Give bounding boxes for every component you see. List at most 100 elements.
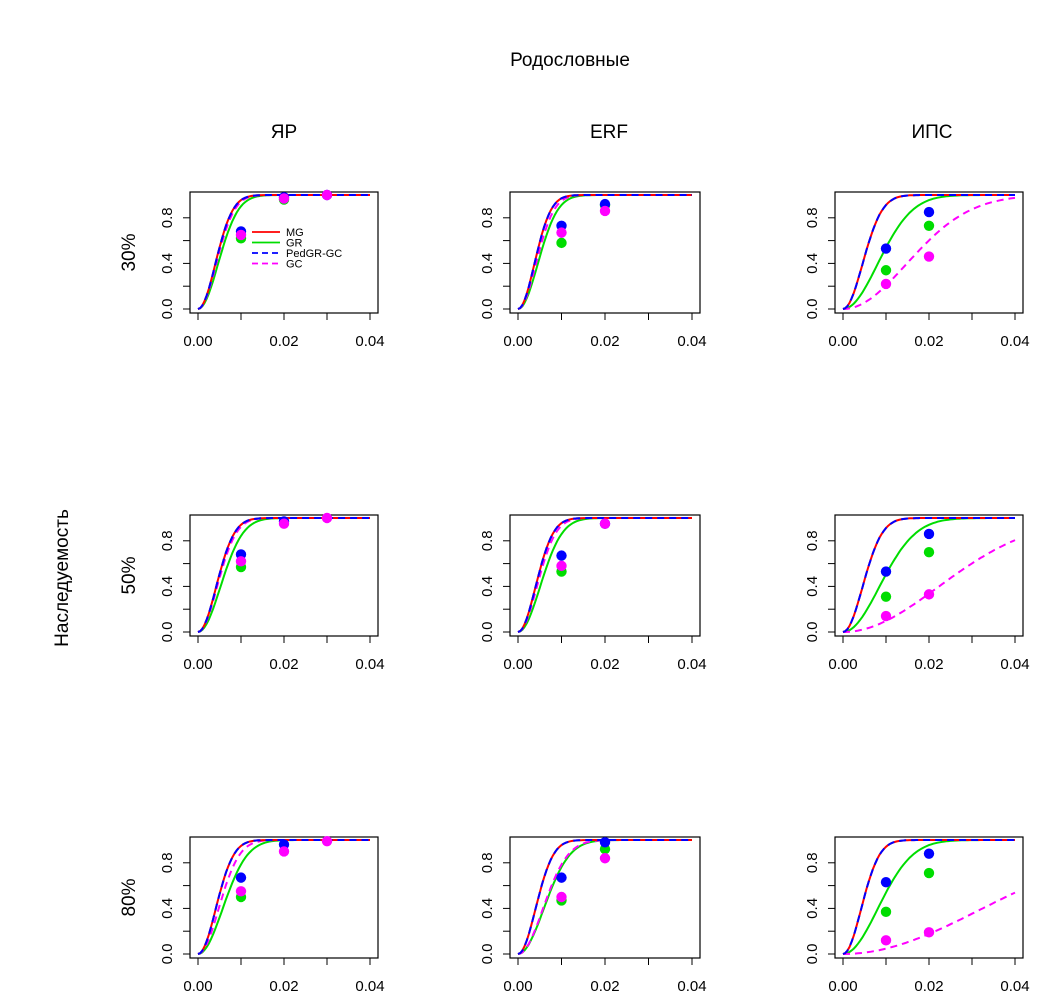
column-title-2: ИПС (911, 122, 952, 143)
panel-0-1: 0.00 0.02 0.04 0.0 0.4 0.8 (479, 191, 707, 350)
series-line-gr (197, 194, 370, 310)
legend-label: MG (286, 227, 304, 239)
data-point-gc (556, 560, 567, 572)
series-line-pedgr-gc (197, 839, 370, 955)
data-point-pedgr-gc (556, 872, 567, 883)
data-point-pedgr-gc (599, 837, 611, 848)
y-tick-label: 0.8 (479, 852, 496, 873)
data-point-gc (235, 886, 247, 897)
legend-label: GC (286, 259, 303, 271)
x-tick-label: 0.02 (269, 333, 298, 350)
y-tick-label: 0.8 (159, 852, 176, 873)
y-tick-label: 0.0 (804, 622, 821, 643)
data-point-pedgr-gc (923, 206, 935, 218)
data-point-gc (278, 518, 290, 529)
y-tick-label: 0.4 (159, 898, 176, 919)
y-tick-label: 0.0 (159, 622, 176, 643)
data-point-gc (278, 193, 290, 204)
panel-2-2: 0.00 0.02 0.04 0.0 0.4 0.8 (804, 836, 1030, 995)
x-tick-label: 0.00 (828, 656, 857, 673)
data-point-gc (599, 853, 611, 864)
data-point-pedgr-gc (880, 566, 892, 577)
y-tick-label: 0.0 (804, 299, 821, 320)
x-tick-label: 0.00 (503, 656, 532, 673)
x-tick-label: 0.04 (1000, 333, 1029, 350)
data-point-gc (556, 227, 567, 238)
series-line-gr (197, 517, 370, 633)
y-tick-label: 0.8 (479, 207, 496, 228)
series-line-gr (197, 839, 370, 955)
x-tick-label: 0.02 (914, 978, 943, 995)
x-tick-label: 0.04 (677, 978, 706, 995)
row-title: 30% (119, 233, 140, 271)
x-tick-label: 0.00 (503, 333, 532, 350)
x-tick-label: 0.00 (183, 333, 212, 350)
series-line-mg (197, 839, 370, 955)
y-tick-label: 0.0 (479, 622, 496, 643)
data-point-gc (599, 518, 611, 529)
column-title-1: ERF (590, 122, 628, 143)
series-line-gc (842, 196, 1016, 310)
row-title: 80% (119, 878, 140, 916)
series-line-pedgr-gc (517, 839, 692, 955)
series-line-pedgr-gc (517, 517, 692, 633)
figure-title: Родословные (510, 50, 630, 71)
panel-1-0: 0.00 0.02 0.04 0.0 0.4 0.8 50% (119, 512, 385, 673)
x-tick-label: 0.02 (269, 978, 298, 995)
x-tick-label: 0.04 (355, 333, 384, 350)
series-line-gc (843, 539, 1016, 633)
data-point-gc (278, 846, 290, 857)
y-tick-label: 0.8 (804, 207, 821, 228)
x-tick-label: 0.04 (677, 333, 706, 350)
legend-label: PedGR-GC (286, 248, 342, 260)
data-point-pedgr-gc (235, 872, 247, 883)
x-tick-label: 0.00 (828, 978, 857, 995)
data-point-pedgr-gc (923, 528, 935, 540)
data-point-gc (880, 610, 892, 622)
y-tick-label: 0.0 (804, 944, 821, 965)
x-tick-label: 0.04 (677, 656, 706, 673)
y-tick-label: 0.0 (479, 299, 496, 320)
panel-1-2: 0.00 0.02 0.04 0.0 0.4 0.8 (804, 514, 1030, 673)
y-tick-label: 0.4 (804, 253, 821, 274)
y-tick-label: 0.4 (804, 898, 821, 919)
y-tick-label: 0.4 (479, 898, 496, 919)
y-tick-label: 0.4 (159, 576, 176, 597)
data-point-gc (235, 556, 247, 567)
data-point-gc (923, 589, 935, 600)
data-point-gc (923, 927, 935, 938)
series-line-mg (197, 194, 370, 310)
data-point-gr (923, 867, 935, 879)
data-point-gc (923, 251, 935, 262)
series-line-gc (517, 839, 692, 955)
series-line-pedgr-gc (842, 194, 1015, 310)
y-tick-label: 0.8 (479, 530, 496, 551)
data-point-gr (923, 220, 935, 231)
data-point-gc (321, 189, 333, 201)
y-tick-label: 0.0 (479, 944, 496, 965)
data-point-pedgr-gc (880, 876, 892, 888)
x-tick-label: 0.02 (590, 333, 619, 350)
series-line-gc (197, 839, 370, 955)
data-point-gr (880, 265, 892, 276)
y-tick-label: 0.8 (159, 530, 176, 551)
panel-0-2: 0.00 0.02 0.04 0.0 0.4 0.8 (804, 191, 1030, 350)
panel-1-1: 0.00 0.02 0.04 0.0 0.4 0.8 (479, 514, 707, 673)
data-point-pedgr-gc (923, 848, 935, 859)
x-tick-label: 0.02 (914, 656, 943, 673)
y-tick-label: 0.4 (479, 253, 496, 274)
panel-2-0: 0.00 0.02 0.04 0.0 0.4 0.8 80% (119, 835, 385, 995)
column-title-0: ЯР (271, 122, 297, 143)
x-tick-label: 0.04 (355, 978, 384, 995)
series-line-mg (517, 194, 692, 310)
legend-label: GR (286, 238, 303, 250)
data-point-gr (880, 591, 892, 602)
row-title: 50% (119, 556, 140, 594)
y-tick-label: 0.4 (159, 253, 176, 274)
x-tick-label: 0.04 (1000, 656, 1029, 673)
x-tick-label: 0.00 (183, 978, 212, 995)
series-line-gc (197, 194, 370, 310)
